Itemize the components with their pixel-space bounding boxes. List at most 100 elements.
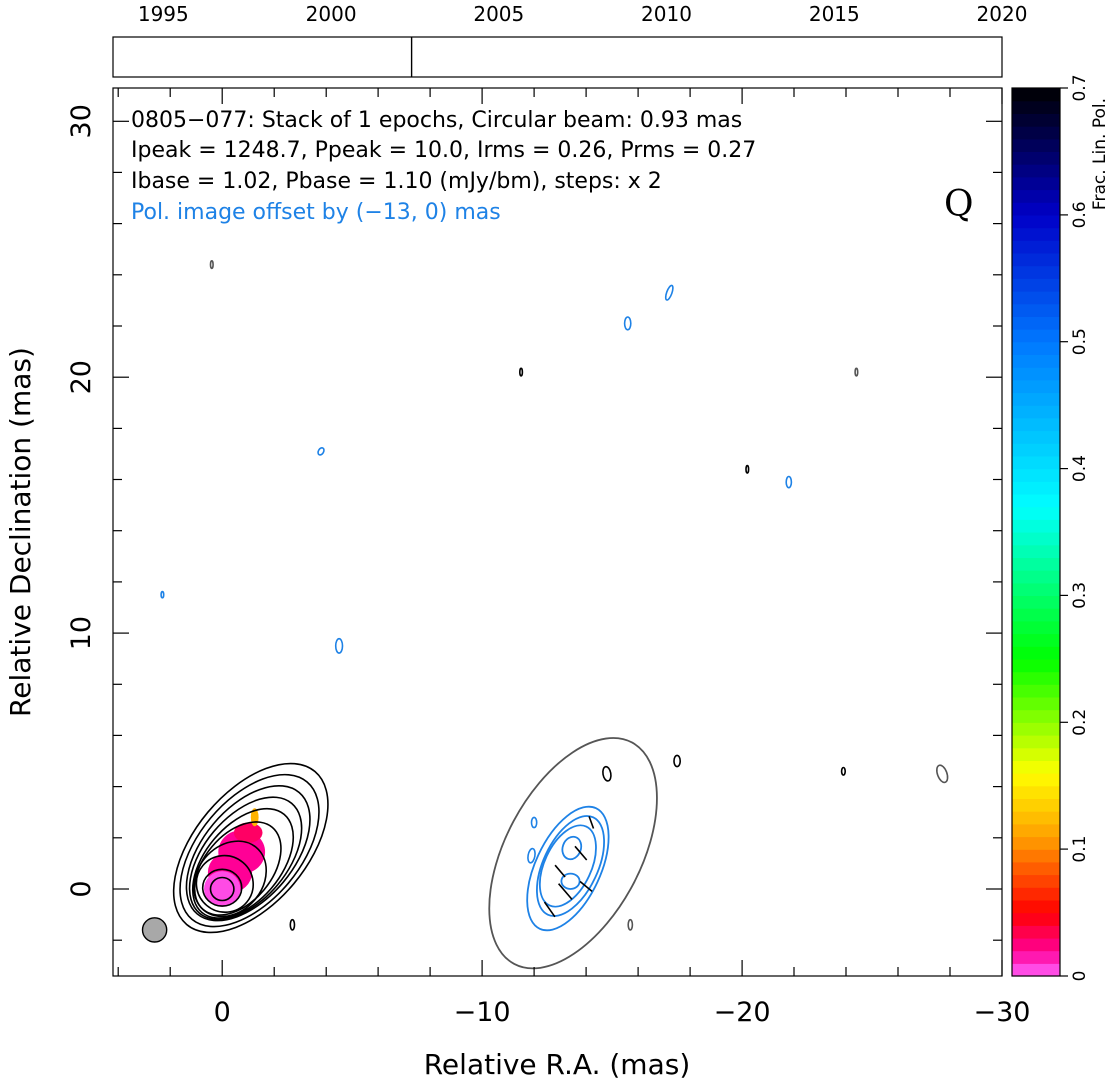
colorbar-strip (1012, 785, 1060, 799)
colorbar-strip (1012, 684, 1060, 698)
colorbar-strip (1012, 430, 1060, 444)
colorbar-strip (1012, 874, 1060, 888)
header-line-4: Pol. image offset by (−13, 0) mas (131, 200, 501, 225)
colorbar-strip (1012, 595, 1060, 609)
small-contour (527, 847, 536, 864)
colorbar-strip (1012, 747, 1060, 761)
colorbar-tick-label: 0.1 (1070, 836, 1090, 863)
colorbar-frame (1011, 87, 1061, 977)
x-axis-ticks: 0 −10 −20 −30 (117, 88, 1031, 1028)
colorbar-strip (1012, 798, 1060, 812)
colorbar-strip (1012, 582, 1060, 596)
evpa-tick (574, 845, 588, 861)
colorbar-strip (1012, 291, 1060, 305)
colorbar-strip (1012, 861, 1060, 876)
colorbar-tick-label: 0.4 (1070, 455, 1090, 482)
colorbar-strip (1012, 899, 1060, 914)
x-tick-label: 0 (214, 997, 231, 1028)
colorbar-strip (1012, 823, 1060, 838)
small-contour (745, 464, 750, 474)
x-tick-label: −10 (454, 997, 511, 1028)
small-contour (936, 764, 949, 784)
colorbar-strip (1012, 658, 1060, 673)
y-axis-label: Relative Declination (mas) (4, 347, 37, 717)
colorbar-strip (1012, 570, 1060, 584)
evpa-tick (588, 816, 595, 829)
colorbar-strip (1012, 151, 1060, 165)
epoch-tick-label: 2010 (641, 2, 692, 26)
header-line-3: Ibase = 1.02, Pbase = 1.10 (mJy/bm), ste… (131, 169, 662, 194)
stokes-i-contours (172, 762, 329, 934)
epoch-tick-label: 2020 (977, 2, 1028, 26)
small-contour (854, 367, 859, 377)
colorbar-strip (1012, 557, 1060, 571)
small-contour (518, 367, 524, 377)
colorbar-strip (1012, 760, 1060, 774)
colorbar-strip (1012, 532, 1060, 546)
x-tick-label: −30 (974, 997, 1031, 1028)
epoch-axis: 1995 2000 2005 2010 2015 2020 (112, 2, 1028, 78)
colorbar-strip (1012, 811, 1060, 825)
colorbar-strip (1012, 925, 1060, 939)
fracpol-patch (204, 871, 241, 907)
epoch-tick-label: 2015 (809, 2, 860, 26)
colorbar-strip (1012, 176, 1060, 191)
small-contour (840, 766, 847, 776)
colorbar-strip (1012, 329, 1060, 343)
colorbar-strip (1012, 481, 1060, 495)
colorbar-strip (1012, 278, 1060, 292)
y-tick-label: 30 (66, 104, 97, 138)
colorbar-strip (1012, 773, 1060, 787)
colorbar-strip (1012, 138, 1060, 152)
stokes-i-contour (188, 796, 303, 921)
colorbar-strip (1012, 887, 1060, 901)
colorbar-strip (1012, 379, 1060, 394)
colorbar-strip (1012, 912, 1060, 926)
colorbar-strip (1012, 950, 1060, 964)
colorbar-strip (1012, 303, 1060, 317)
colorbar-strip (1012, 113, 1060, 127)
x-tick-label: −20 (714, 997, 771, 1028)
colorbar-tick-label: 0 (1070, 971, 1090, 982)
colorbar-gradient (1012, 88, 1060, 977)
plot-area: 0 −10 −20 −30 0 10 20 30 (66, 87, 1031, 1028)
stokes-i-contour (193, 821, 282, 916)
y-tick-label: 10 (66, 616, 97, 650)
colorbar-strip (1012, 252, 1060, 267)
colorbar-strip (1012, 849, 1060, 863)
small-contour (602, 765, 612, 782)
stokes-i-contour (195, 854, 254, 914)
small-contour (785, 475, 793, 489)
pol-intensity-contour (561, 835, 583, 861)
x-axis-label: Relative R.A. (mas) (424, 1048, 691, 1081)
colorbar-strip (1012, 88, 1060, 102)
colorbar-strip (1012, 240, 1060, 254)
colorbar-strip (1012, 100, 1060, 114)
colorbar-strip (1012, 126, 1060, 140)
plot-header: 0805−077: Stack of 1 epochs, Circular be… (131, 108, 756, 225)
y-tick-label: 20 (66, 360, 97, 394)
small-features-layer (160, 260, 949, 931)
colorbar-strip (1012, 544, 1060, 558)
colorbar-strip (1012, 937, 1060, 952)
colorbar-strip (1012, 316, 1060, 330)
colorbar-strip (1012, 696, 1060, 711)
colorbar-strip (1012, 265, 1060, 279)
colorbar-strip (1012, 836, 1060, 850)
stokes-i-contour (185, 784, 311, 922)
colorbar-tick-label: 0.2 (1070, 709, 1090, 736)
colorbar-tick-label: 0.5 (1070, 328, 1090, 355)
colorbar-strip (1012, 493, 1060, 508)
small-contour (209, 260, 214, 270)
beam-ellipse (141, 917, 168, 943)
colorbar-strip (1012, 417, 1060, 432)
colorbar-strip (1012, 646, 1060, 660)
colorbar-strip (1012, 455, 1060, 470)
small-contour (673, 754, 681, 768)
stokes-i-contour (201, 868, 243, 907)
epoch-tick-label: 2000 (306, 2, 357, 26)
colorbar-strip (1012, 367, 1060, 381)
fracpol-patch (233, 822, 263, 843)
epoch-tick-label: 1995 (138, 2, 189, 26)
